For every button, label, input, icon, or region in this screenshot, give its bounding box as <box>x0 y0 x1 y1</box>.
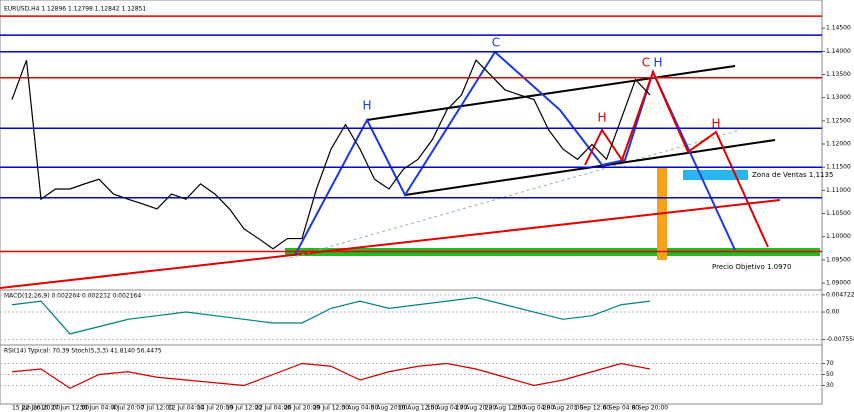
y-tick-label: 1.11000 <box>826 187 851 194</box>
x-tick-label: 25 Aug 04:00 <box>514 405 555 412</box>
x-tick-label: 17 Aug 20:00 <box>456 405 497 412</box>
x-tick-label: 3 Aug 04:00 <box>342 405 379 412</box>
x-tick-label: 14 Jul 20:00 <box>197 405 233 412</box>
panel-title: RSI(14) Typical: 70.39 Stoch(5,3,3) 41.8… <box>4 348 162 355</box>
y-tick-label: 1.10500 <box>826 210 851 217</box>
x-tick-label: 29 Aug 20:00 <box>543 405 584 412</box>
x-tick-label: 4 Jul 20:00 <box>112 405 144 412</box>
x-tick-label: 26 Jul 20:00 <box>284 405 320 412</box>
annotation: H <box>362 99 371 113</box>
trend-line <box>0 199 781 289</box>
y-tick-label: 1.14000 <box>826 48 851 55</box>
y-tick-label: -0.007558 <box>826 336 854 343</box>
plot-frame <box>0 0 823 405</box>
y-tick-label: 1.09500 <box>826 256 851 263</box>
annotation: H <box>711 117 720 131</box>
x-tick-label: 30 Jun 04:00 <box>80 405 118 412</box>
x-tick-label: 6 Sep 04:00 <box>603 405 639 412</box>
annotation: C <box>492 36 500 50</box>
x-tick-label: 27 Jun 12:00 <box>51 405 89 412</box>
chart-title: EURUSD,H4 1.12896 1.12798 1.12842 1.1285… <box>4 6 146 13</box>
y-tick-label: 50 <box>826 371 834 378</box>
y-tick-label: 1.12000 <box>826 141 851 148</box>
x-tick-label: 29 Jul 12:00 <box>313 405 349 412</box>
y-tick-label: 1.14500 <box>826 25 851 32</box>
annotation: Zona de Ventas 1,1135 <box>752 171 833 179</box>
y-tick-label: 70 <box>826 360 834 367</box>
y-tick-label: 1.10000 <box>826 233 851 240</box>
x-tick-label: 12 Jul 04:00 <box>168 405 204 412</box>
x-tick-label: 7 Jul 12:00 <box>141 405 173 412</box>
y-tick-label: 1.12500 <box>826 117 851 124</box>
price-line <box>11 296 651 335</box>
x-tick-label: 22 Jul 04:00 <box>255 405 291 412</box>
annotation: Precio Objetivo 1.0970 <box>712 263 791 271</box>
x-tick-label: 19 Jul 12:00 <box>226 405 262 412</box>
y-tick-label: 1.09000 <box>826 280 851 287</box>
sell-zone <box>683 170 748 180</box>
price-line <box>11 362 651 389</box>
y-tick-label: 0.004722 <box>826 291 854 298</box>
channel-line <box>366 65 736 121</box>
annotation: C <box>642 56 650 70</box>
x-tick-label: 1 Sep 12:00 <box>574 405 610 412</box>
y-tick-label: 0.00 <box>826 309 840 316</box>
annotation: H <box>653 56 662 70</box>
x-tick-label: 5 Aug 20:00 <box>371 405 408 412</box>
x-tick-label: 15 Aug 04:00 <box>427 405 468 412</box>
y-tick-label: 1.13500 <box>826 71 851 78</box>
pattern-line <box>584 69 769 248</box>
price-line <box>11 59 651 250</box>
x-tick-label: 22 Aug 12:00 <box>485 405 526 412</box>
x-tick-label: 22 Jun 20:00 <box>22 405 60 412</box>
y-tick-label: 1.13000 <box>826 94 851 101</box>
x-tick-label: 10 Aug 12:00 <box>398 405 439 412</box>
y-tick-label: 1.11500 <box>826 164 851 171</box>
x-tick-label: 8 Sep 20:00 <box>632 405 668 412</box>
panel-title: MACD(12,26,9) 0.002264 0.002232 0.002164 <box>4 293 141 300</box>
annotation: H <box>597 111 606 125</box>
x-tick-label: 15 Jun 2016 <box>12 405 48 412</box>
y-tick-label: 30 <box>826 382 834 389</box>
